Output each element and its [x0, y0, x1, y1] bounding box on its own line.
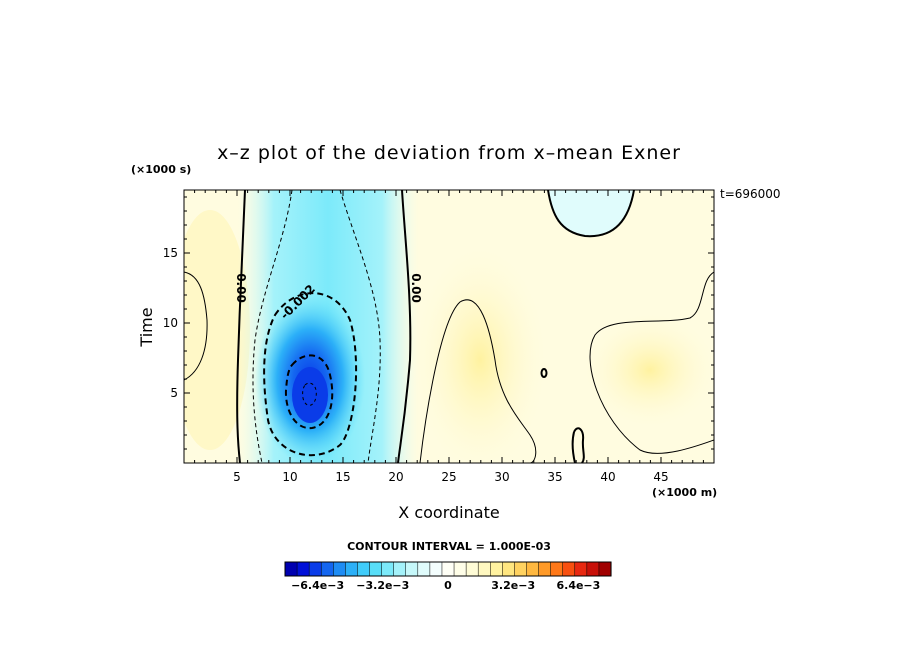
- x-unit-label: (×1000 m): [652, 486, 717, 499]
- colorbar-swatch: [417, 561, 431, 577]
- colorbar: [284, 561, 612, 577]
- colorbar-swatch: [393, 561, 407, 577]
- plot-area: [184, 190, 714, 463]
- minimum-center: [292, 367, 328, 423]
- contour-interval-text: CONTOUR INTERVAL = 1.000E-03: [347, 540, 551, 553]
- colorbar-swatch: [333, 561, 346, 577]
- y-axis-title: Time: [137, 307, 156, 347]
- y-unit-label: (×1000 s): [131, 163, 191, 176]
- upper-right-zero-contour: [547, 190, 635, 238]
- small-closed-contour: [540, 368, 548, 378]
- colorbar-swatch: [296, 561, 310, 577]
- chart-title: x–z plot of the deviation from x–mean Ex…: [217, 142, 681, 164]
- colorbar-swatch: [453, 561, 467, 577]
- x-axis-title: X coordinate: [398, 503, 499, 522]
- colorbar-tick-label: −6.4e−3: [291, 579, 344, 592]
- colorbar-tick-label: 3.2e−3: [491, 579, 535, 592]
- x-tick-label: 30: [494, 470, 509, 484]
- colorbar-swatch: [514, 561, 528, 577]
- colorbar-swatch: [284, 561, 298, 577]
- colorbar-swatch: [586, 561, 600, 577]
- colorbar-swatch: [429, 561, 443, 577]
- colorbar-swatch: [308, 561, 322, 577]
- x-tick-label: 45: [653, 470, 668, 484]
- colorbar-swatch: [357, 561, 371, 577]
- colorbar-tick-label: −3.2e−3: [356, 579, 409, 592]
- colorbar-tick-label: 0: [444, 579, 452, 592]
- colorbar-swatch: [550, 561, 564, 577]
- colorbar-swatch: [477, 561, 491, 577]
- colorbar-swatch: [490, 561, 503, 577]
- colorbar-swatch: [574, 561, 588, 577]
- x-tick-label: 20: [388, 470, 403, 484]
- x-tick-label: 10: [282, 470, 297, 484]
- x-tick-label: 35: [547, 470, 562, 484]
- y-axis-ticks: 5 10 15: [163, 196, 714, 450]
- colorbar-swatch: [598, 561, 612, 577]
- neg-contour-001-left: [252, 190, 293, 463]
- x-tick-label: 25: [441, 470, 456, 484]
- colorbar-swatch: [465, 561, 479, 577]
- center-yellow-region: [410, 240, 550, 463]
- zero-contour-right: [397, 190, 412, 463]
- neg-contour-inner: [284, 354, 334, 430]
- x-axis-ticks: 5 10 15 20 25 30 35 40 45: [194, 190, 704, 484]
- colorbar-swatch: [369, 561, 383, 577]
- colorbar-swatch: [538, 561, 552, 577]
- neg-contour-001-right: [339, 190, 381, 463]
- colorbar-swatch: [405, 561, 419, 577]
- colorbar-ticks: −6.4e−3 −3.2e−3 0 3.2e−3 6.4e−3: [291, 579, 600, 592]
- left-yellow-region: [184, 210, 250, 450]
- x-tick-label: 15: [335, 470, 350, 484]
- contour-label: 0.00: [409, 273, 423, 303]
- x-tick-label: 5: [233, 470, 241, 484]
- right-yellow-region: [580, 310, 714, 430]
- colorbar-frame: [284, 561, 612, 577]
- pos-contour-left: [184, 271, 208, 381]
- y-tick-label: 10: [163, 316, 178, 330]
- colorbar-swatch: [502, 561, 515, 577]
- colorbar-tick-label: 6.4e−3: [556, 579, 600, 592]
- colorbar-swatch: [441, 561, 455, 577]
- x-tick-label: 40: [600, 470, 615, 484]
- colorbar-swatch: [381, 561, 395, 577]
- colorbar-swatch: [320, 561, 334, 577]
- pos-contour-right: [589, 271, 714, 454]
- y-tick-label: 15: [163, 246, 178, 260]
- neg-contour-002: [263, 292, 358, 457]
- small-negative-contour: [571, 427, 585, 463]
- time-stamp: t=696000: [720, 187, 781, 201]
- zero-contour-left: [236, 190, 246, 463]
- pos-contour-center: [419, 299, 537, 463]
- colorbar-swatch: [526, 561, 540, 577]
- colorbar-swatch: [562, 561, 576, 577]
- colorbar-swatch: [345, 561, 358, 577]
- y-tick-label: 5: [170, 386, 178, 400]
- contour-label: 0.00: [234, 273, 248, 303]
- upper-right-negative: [548, 190, 634, 237]
